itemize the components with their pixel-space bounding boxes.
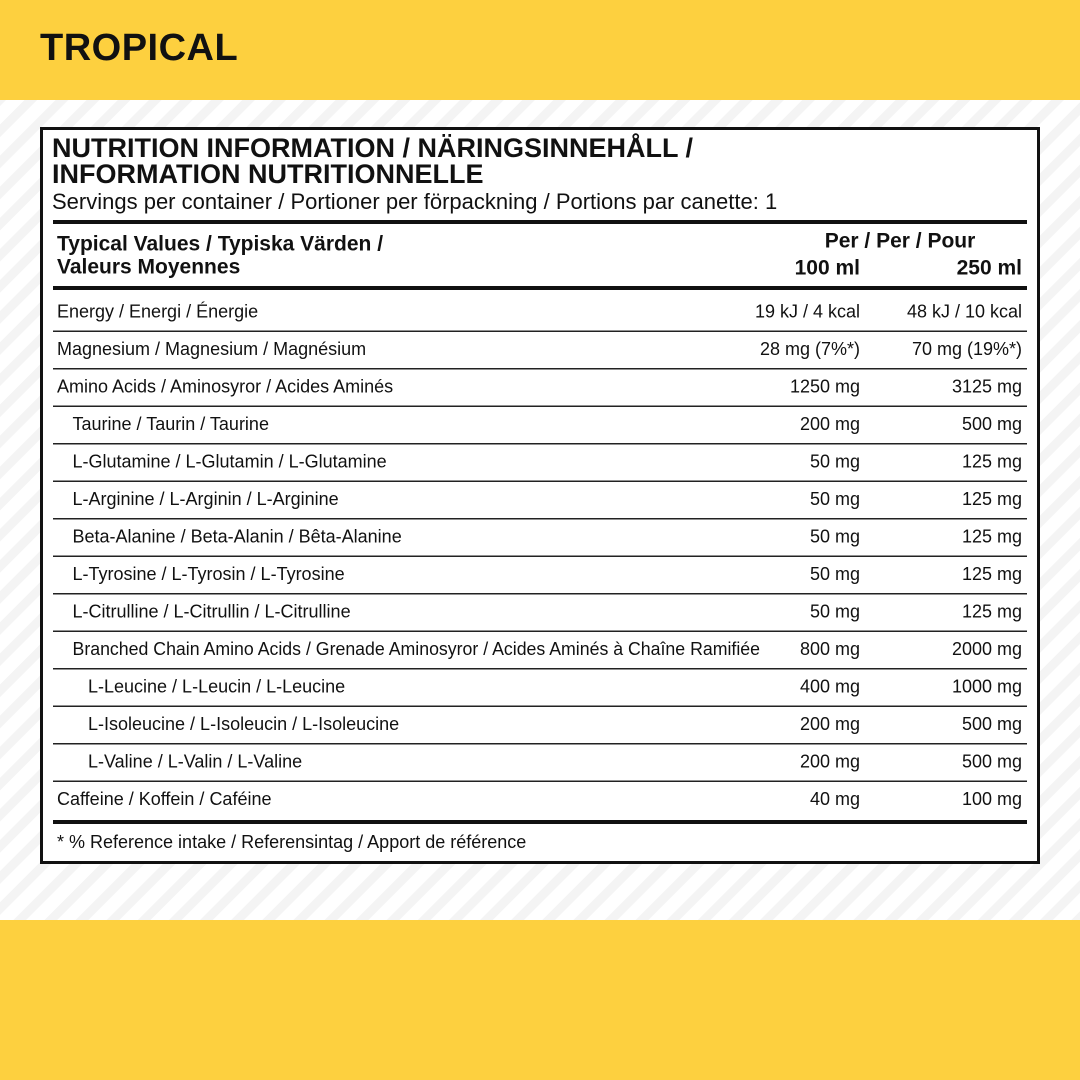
label-box — [40, 127, 1040, 864]
row-divider — [53, 743, 1027, 745]
panel-title: INFORMATION NUTRITIONNELLE — [52, 159, 483, 189]
panel-title: NUTRITION INFORMATION / NÄRINGSINNEHÅLL … — [52, 132, 693, 163]
row-name: L-Arginine / L-Arginin / L-Arginine — [73, 489, 339, 509]
row-name: Amino Acids / Aminosyror / Acides Aminés — [57, 377, 393, 397]
row-divider — [53, 555, 1027, 557]
row-name: Energy / Energi / Énergie — [57, 302, 258, 322]
row-value: 500 mg — [962, 752, 1022, 772]
row-divider — [53, 368, 1027, 370]
row-name: Taurine / Taurin / Taurine — [73, 414, 269, 434]
row-name: L-Valine / L-Valin / L-Valine — [88, 752, 302, 772]
row-divider — [53, 330, 1027, 332]
row-value: 200 mg — [800, 414, 860, 434]
row-value: 70 mg (19%*) — [912, 339, 1022, 359]
row-value: 3125 mg — [952, 377, 1022, 397]
rule — [53, 820, 1027, 824]
head-label: Valeurs Moyennes — [57, 256, 240, 279]
rule — [53, 220, 1027, 224]
row-name: Magnesium / Magnesium / Magnésium — [57, 339, 366, 359]
row-value: 125 mg — [962, 527, 1022, 547]
row-value: 500 mg — [962, 414, 1022, 434]
row-name: L-Leucine / L-Leucin / L-Leucine — [88, 677, 345, 697]
row-divider — [53, 780, 1027, 782]
rule — [53, 286, 1027, 290]
top-band — [0, 0, 1080, 100]
row-divider — [53, 668, 1027, 670]
row-value: 200 mg — [800, 752, 860, 772]
row-name: Beta-Alanine / Beta-Alanin / Bêta-Alanin… — [73, 527, 402, 547]
row-value: 28 mg (7%*) — [760, 339, 860, 359]
head-per: Per / Per / Pour — [825, 230, 976, 253]
row-divider — [53, 593, 1027, 595]
row-name: L-Tyrosine / L-Tyrosin / L-Tyrosine — [73, 564, 345, 584]
row-value: 125 mg — [962, 489, 1022, 509]
row-divider — [53, 518, 1027, 520]
row-value: 800 mg — [800, 639, 860, 659]
row-divider — [53, 405, 1027, 407]
head-column: 250 ml — [957, 257, 1022, 280]
row-divider — [53, 630, 1027, 632]
flavor-title: TROPICAL — [40, 27, 238, 69]
bottom-band — [0, 920, 1080, 1080]
row-value: 125 mg — [962, 602, 1022, 622]
row-value: 50 mg — [810, 602, 860, 622]
row-value: 200 mg — [800, 714, 860, 734]
row-value: 125 mg — [962, 564, 1022, 584]
row-value: 50 mg — [810, 489, 860, 509]
row-value: 125 mg — [962, 452, 1022, 472]
row-value: 1250 mg — [790, 377, 860, 397]
row-name: L-Citrulline / L-Citrullin / L-Citrullin… — [73, 602, 351, 622]
row-value: 40 mg — [810, 789, 860, 809]
head-label: Typical Values / Typiska Värden / — [57, 233, 383, 256]
row-name: L-Isoleucine / L-Isoleucin / L-Isoleucin… — [88, 714, 399, 734]
row-value: 50 mg — [810, 452, 860, 472]
servings: Servings per container / Portioner per f… — [52, 189, 777, 214]
row-value: 50 mg — [810, 527, 860, 547]
row-value: 500 mg — [962, 714, 1022, 734]
row-value: 100 mg — [962, 789, 1022, 809]
row-value: 50 mg — [810, 564, 860, 584]
row-value: 2000 mg — [952, 639, 1022, 659]
rows: Energy / Energi / Énergie 19 kJ / 4 kcal 4… — [53, 302, 1027, 824]
row-name: Branched Chain Amino Acids / Grenade Ami… — [73, 639, 761, 659]
footnote: * % Reference intake / Referensintag / A… — [57, 832, 526, 852]
row-name: L-Glutamine / L-Glutamin / L-Glutamine — [73, 452, 387, 472]
head-column: 100 ml — [795, 257, 860, 280]
row-divider — [53, 705, 1027, 707]
row-value: 48 kJ / 10 kcal — [907, 302, 1022, 322]
row-value: 400 mg — [800, 677, 860, 697]
row-value: 1000 mg — [952, 677, 1022, 697]
row-divider — [53, 443, 1027, 445]
row-divider — [53, 480, 1027, 482]
row-name: Caffeine / Koffein / Caféine — [57, 789, 271, 809]
row-value: 19 kJ / 4 kcal — [755, 302, 860, 322]
